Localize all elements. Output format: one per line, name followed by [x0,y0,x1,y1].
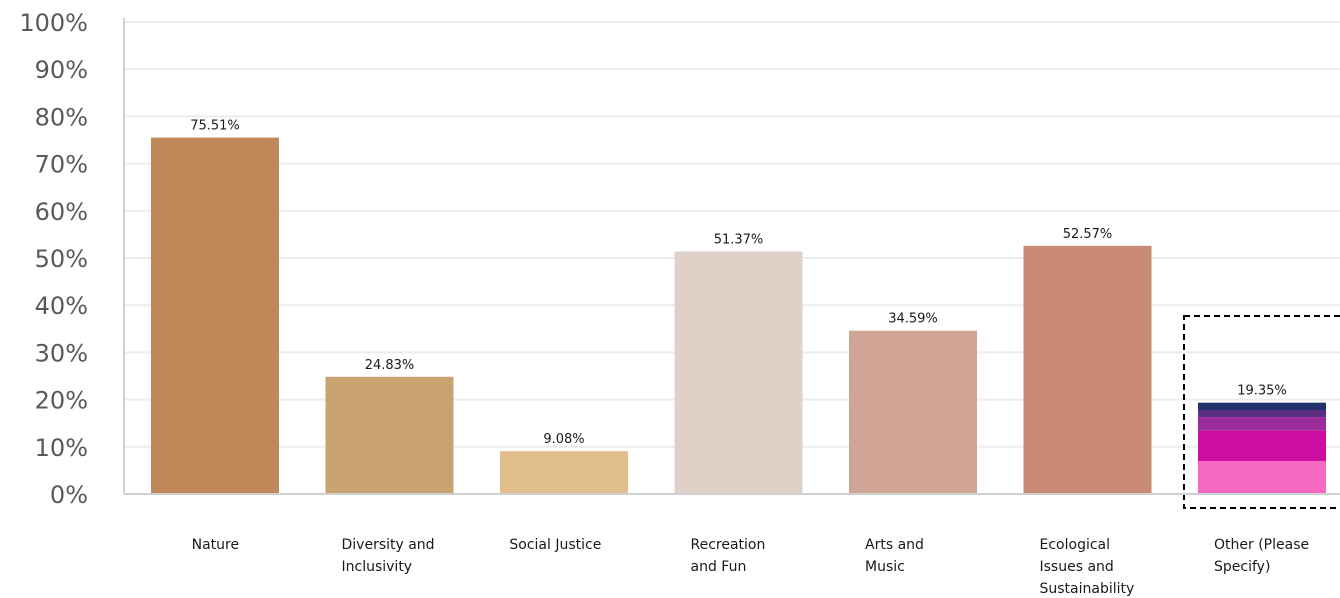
y-tick-label: 80% [35,103,88,131]
data-label: 52.57% [1063,227,1113,242]
y-axis-tick-labels: 0% 10% 20% 30% 40% 50% 60% 70% 80% 90% 100% [19,9,88,509]
y-tick-label: 20% [35,387,88,415]
y-tick-label: 50% [35,245,88,273]
bar-segment [1198,430,1326,461]
bar-segment [1198,402,1326,410]
highlight-box [1183,315,1340,509]
category-label: Ecological Issues and Sustainability [1040,537,1135,597]
y-tick-label: 90% [35,56,88,84]
bars [151,137,1326,494]
data-label: 34.59% [888,312,938,327]
bar [674,251,803,494]
data-labels: 75.51% 24.83% 9.08% 51.37% 34.59% 52.57% 19.35… [190,119,1287,448]
y-tick-label: 60% [35,198,88,226]
category-label: Nature [192,537,239,553]
bar-segment [1198,409,1326,418]
category-label: Arts and Music [865,537,924,575]
y-tick-label: 0% [50,481,88,509]
y-tick-label: 40% [35,292,88,320]
bar-segment [1198,460,1326,494]
y-tick-label: 10% [35,434,88,462]
data-label: 19.35% [1237,384,1287,399]
y-tick-label: 100% [19,9,88,37]
data-label: 9.08% [543,432,584,447]
bar [849,330,977,494]
category-label: Recreation and Fun [691,537,766,575]
bar-segment [1198,417,1326,431]
bar [1023,245,1152,494]
y-tick-label: 30% [35,339,88,367]
category-label: Social Justice [509,537,601,553]
bar [151,137,279,494]
y-tick-label: 70% [35,151,88,179]
data-label: 75.51% [190,119,240,134]
category-label: Other (Please Specify) [1214,537,1309,575]
data-label: 51.37% [714,233,764,248]
x-axis-category-labels: Nature Diversity and Inclusivity Social Jus… [192,537,1310,597]
category-label: Diversity and Inclusivity [342,537,435,575]
bar [500,451,628,494]
bar [325,376,454,494]
data-label: 24.83% [365,358,415,373]
